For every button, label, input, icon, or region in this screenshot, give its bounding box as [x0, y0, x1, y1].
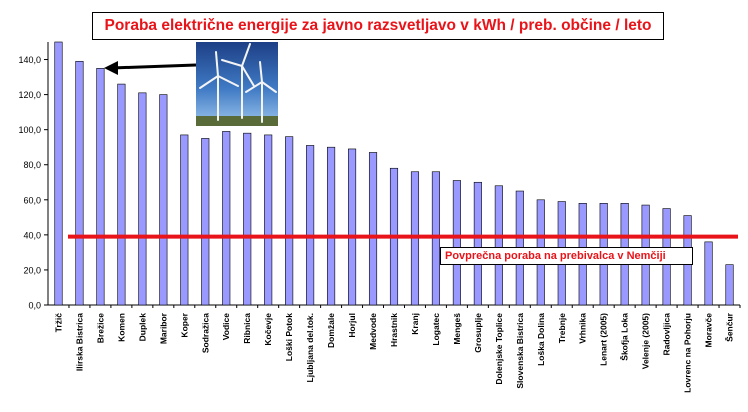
y-tick-label: 20,0	[23, 265, 41, 275]
arrow-head	[104, 61, 118, 75]
x-tick-label: Domžale	[326, 313, 336, 348]
x-tick-label: Lovrenc na Pohorju	[683, 313, 693, 393]
arrow-shaft	[111, 63, 197, 70]
x-tick-label: Škofja Loka	[619, 313, 630, 361]
x-tick-label: Vrhnika	[578, 313, 588, 344]
bar	[264, 134, 273, 306]
bar	[348, 148, 357, 306]
x-tick-label: Kočevje	[263, 313, 273, 346]
bar	[285, 136, 294, 306]
bar	[75, 60, 84, 306]
x-tick-label: Sodražica	[200, 313, 210, 353]
x-tick-label: Kranj	[410, 313, 420, 335]
bar	[117, 83, 126, 306]
y-tick-label: 80,0	[23, 160, 41, 170]
x-tick-label: Loški Potok	[284, 313, 294, 361]
x-tick-label: Lenart (2005)	[599, 313, 609, 366]
y-tick-label: 120,0	[18, 90, 41, 100]
x-tick-label: Moravče	[704, 313, 714, 348]
y-tick-label: 140,0	[18, 55, 41, 65]
x-tick-label: Logatec	[431, 313, 441, 346]
chart-title-box: Poraba električne energije za javno razs…	[92, 12, 664, 40]
x-tick-label: Komen	[116, 313, 126, 342]
chart-title: Poraba električne energije za javno razs…	[104, 17, 652, 34]
x-tick-label: Maribor	[158, 312, 168, 344]
x-tick-label: Loška Dolina	[536, 313, 546, 366]
bar	[180, 134, 189, 306]
wind-turbines-photo	[196, 42, 278, 126]
bar	[473, 181, 482, 306]
x-tick-label: Dolenjske Toplice	[494, 313, 504, 385]
bar	[494, 185, 503, 306]
y-tick-label: 40,0	[23, 230, 41, 240]
x-tick-label: Brežice	[95, 313, 105, 344]
x-tick-label: Radovljica	[662, 313, 672, 356]
bar	[327, 146, 336, 306]
bar	[96, 68, 105, 306]
x-tick-label: Grosuplje	[473, 313, 483, 353]
x-tick-label: Vodice	[221, 313, 231, 341]
bar	[222, 131, 231, 306]
bar	[704, 241, 713, 306]
bar	[368, 152, 378, 306]
reference-line-label-box: Povprečna poraba na prebivalca v Nemčiji	[440, 247, 693, 265]
x-tick-label: Ljubljana del.tok.	[305, 313, 315, 382]
x-tick-label: Velenje (2005)	[641, 313, 651, 369]
bar	[159, 94, 168, 306]
x-tick-label: Tržič	[53, 313, 63, 333]
x-tick-label: Ribnica	[242, 313, 252, 344]
bar	[201, 138, 210, 306]
y-tick-label: 0,0	[28, 301, 41, 311]
x-tick-label: Slovenska Bistrica	[515, 313, 525, 389]
reference-line-label: Povprečna poraba na prebivalca v Nemčiji	[445, 250, 666, 262]
x-tick-label: Trebnje	[557, 313, 567, 344]
x-tick-label: Mengeš	[452, 313, 462, 345]
bar	[138, 92, 147, 306]
bar	[725, 264, 734, 306]
y-tick-label: 60,0	[23, 195, 41, 205]
bar	[243, 132, 252, 306]
y-tick-label: 100,0	[18, 125, 41, 135]
x-tick-label: Duplek	[137, 313, 147, 342]
x-tick-label: Koper	[179, 312, 189, 337]
bar	[306, 145, 315, 306]
x-tick-label: Horjul	[347, 313, 357, 338]
bar	[452, 180, 461, 306]
bar	[54, 41, 63, 306]
x-tick-label: Hrastnik	[389, 313, 399, 347]
x-tick-label: Ilirska Bistrica	[74, 313, 84, 371]
x-tick-label: Šenčur	[724, 312, 735, 342]
x-tick-label: Medvode	[368, 313, 378, 350]
